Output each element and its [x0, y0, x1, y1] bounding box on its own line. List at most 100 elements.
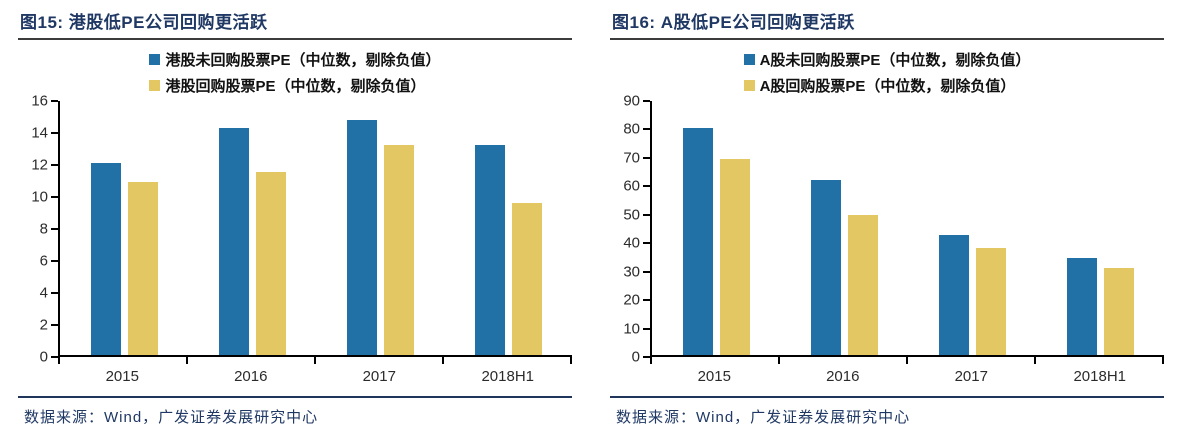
bar [847, 215, 878, 355]
legend-swatch-yellow [743, 80, 755, 91]
x-axis-tick-mark [316, 357, 444, 364]
y-axis-tick-label: 20 [623, 291, 640, 309]
bar [127, 181, 158, 355]
bar [719, 158, 750, 355]
y-axis-tick-mark [643, 185, 650, 188]
y-axis-tick-label: 10 [31, 188, 48, 206]
y-axis-tick-label: 70 [623, 149, 640, 167]
x-axis-ticks [650, 357, 1164, 364]
figure-15-chart: 0 2 4 6 8 10 12 14 16 2015 2016 2017 2018H1 [18, 94, 572, 385]
y-axis-tick-mark [51, 260, 58, 262]
legend-item: A股回购股票PE（中位数，剔除负值） [743, 75, 1031, 96]
bar [1066, 257, 1097, 355]
legend-item: A股未回购股票PE（中位数，剔除负值） [743, 49, 1031, 70]
x-axis-tick-mark [780, 357, 908, 364]
y-axis-tick-label: 80 [623, 120, 640, 138]
y-axis-tick-label: 60 [623, 177, 640, 195]
y-axis-tick-mark [51, 292, 58, 294]
y-axis-tick-mark [643, 100, 650, 102]
y-axis-tick-label: 8 [39, 220, 48, 238]
bar [90, 162, 121, 355]
plot-area [650, 101, 1164, 357]
y-axis-tick-mark [643, 327, 650, 330]
x-axis-tick-mark [1036, 357, 1164, 364]
figure-15-legend: 港股未回购股票PE（中位数，剔除负值） 港股回购股票PE（中位数，剔除负值） [149, 49, 441, 96]
x-axis-tick-mark [652, 357, 780, 364]
y-axis-tick-label: 6 [39, 252, 48, 270]
bar-group-2017 [908, 101, 1036, 355]
bar [938, 235, 969, 355]
y-axis-tick-mark [643, 128, 650, 131]
x-axis-category-label: 2015 [105, 368, 139, 385]
y-axis-tick-label: 40 [623, 234, 640, 252]
x-axis-tick-mark [908, 357, 1036, 364]
legend-swatch-blue [149, 54, 161, 65]
bar [1103, 267, 1134, 355]
y-axis: 0 10 20 30 40 50 60 70 80 90 [610, 94, 650, 365]
y-axis-tick-label: 90 [623, 92, 640, 110]
y-axis-tick-label: 0 [39, 348, 48, 366]
x-axis-category-label: 2016 [234, 368, 268, 385]
y-axis-tick-mark [643, 213, 650, 216]
title-divider [18, 38, 572, 40]
x-axis-category-label: 2016 [826, 368, 860, 385]
y-axis-tick-label: 10 [623, 320, 640, 338]
y-axis-tick-label: 30 [623, 263, 640, 281]
y-axis-tick-mark [51, 100, 58, 102]
footer-divider [18, 396, 572, 398]
figure-16-legend: A股未回购股票PE（中位数，剔除负值） A股回购股票PE（中位数，剔除负值） [743, 49, 1031, 96]
y-axis-tick-mark [51, 324, 58, 326]
y-axis-tick-mark [643, 356, 650, 358]
y-axis-tick-mark [51, 164, 58, 166]
figure-15-panel: 图15: 港股低PE公司回购更活跃 港股未回购股票PE（中位数，剔除负值） 港股… [18, 13, 572, 426]
footer-divider [610, 396, 1164, 398]
x-axis-category-label: 2017 [954, 368, 988, 385]
bar-group-2015 [60, 101, 188, 355]
y-axis-tick-label: 4 [39, 284, 48, 302]
y-axis-tick-label: 16 [31, 92, 48, 110]
bar-group-2018H1 [444, 101, 572, 355]
plot-area [58, 101, 572, 357]
plot-column: 2015 2016 2017 2018H1 [58, 101, 572, 385]
legend-item: 港股回购股票PE（中位数，剔除负值） [149, 75, 440, 96]
plot-column: 2015 2016 2017 2018H1 [650, 101, 1164, 385]
y-axis-tick-mark [643, 242, 650, 245]
y-axis-tick-mark [643, 270, 650, 273]
bar-group-2016 [780, 101, 908, 355]
figure-16-title: 图16: A股低PE公司回购更活跃 [612, 13, 855, 32]
legend-item: 港股未回购股票PE（中位数，剔除负值） [149, 49, 441, 70]
y-axis-tick-label: 2 [39, 316, 48, 334]
y-axis-tick-mark [643, 156, 650, 159]
bar-group-2018H1 [1036, 101, 1164, 355]
bar-group-2016 [188, 101, 316, 355]
y-axis-tick-mark [51, 356, 58, 358]
y-axis-tick-label: 12 [31, 156, 48, 174]
legend-swatch-yellow [149, 80, 161, 91]
title-divider [610, 38, 1164, 40]
x-axis-category-label: 2018H1 [481, 368, 535, 385]
bar [511, 202, 542, 355]
y-axis-tick-mark [51, 196, 58, 198]
x-axis-tick-mark [444, 357, 572, 364]
bar [218, 128, 249, 355]
bar [383, 145, 414, 355]
legend-swatch-blue [743, 54, 755, 65]
bar [975, 247, 1006, 355]
x-axis-category-label: 2017 [362, 368, 396, 385]
y-axis: 0 2 4 6 8 10 12 14 16 [18, 94, 58, 365]
legend-label: A股未回购股票PE（中位数，剔除负值） [759, 52, 1031, 69]
bar-group-2017 [316, 101, 444, 355]
data-source-note: 数据来源：Wind，广发证券发展研究中心 [616, 409, 911, 426]
x-axis-ticks [58, 357, 572, 364]
x-axis-tick-mark [60, 357, 188, 364]
legend-label: 港股未回购股票PE（中位数，剔除负值） [165, 52, 441, 69]
x-axis-tick-mark [188, 357, 316, 364]
y-axis-tick-label: 14 [31, 124, 48, 142]
figure-16-panel: 图16: A股低PE公司回购更活跃 A股未回购股票PE（中位数，剔除负值） A股… [592, 0, 1184, 438]
x-axis-category-label: 2018H1 [1073, 368, 1127, 385]
bar [810, 180, 841, 355]
legend-label: 港股回购股票PE（中位数，剔除负值） [165, 78, 426, 95]
y-axis-tick-label: 0 [631, 348, 640, 366]
bar [474, 145, 505, 355]
